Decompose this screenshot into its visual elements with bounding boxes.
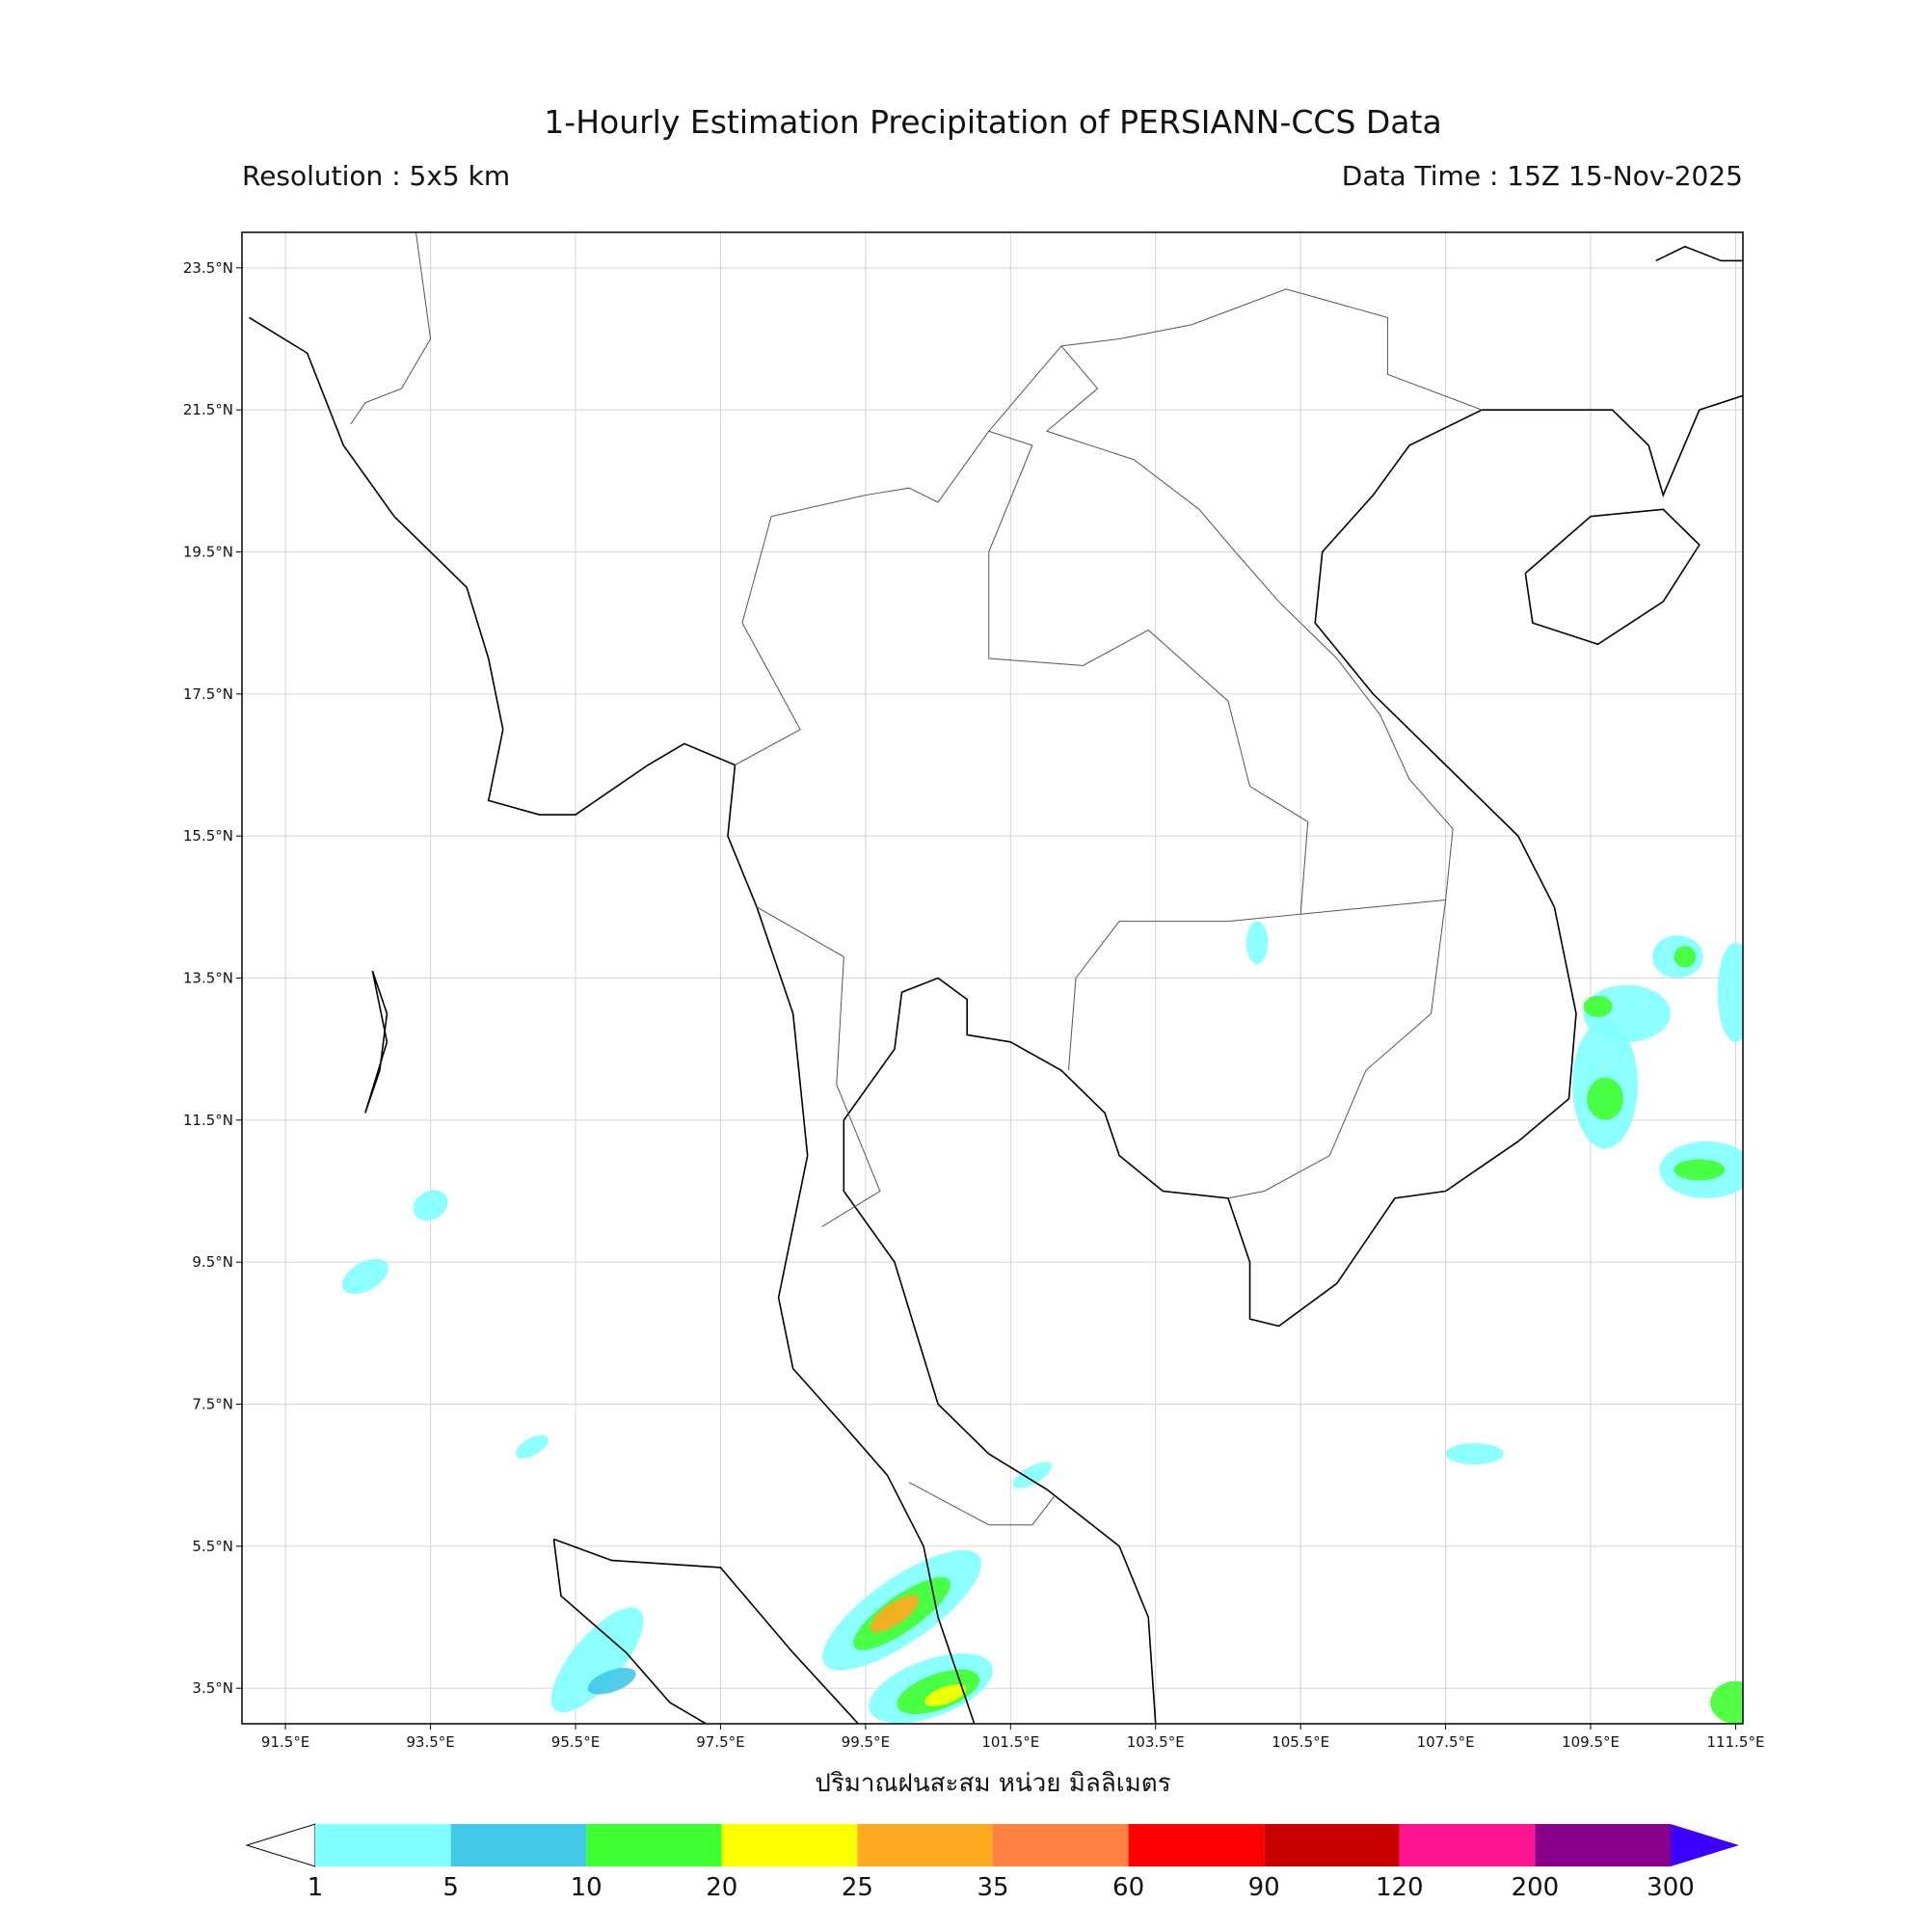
colorbar-segment bbox=[450, 1824, 587, 1866]
colorbar-label: 300 bbox=[1647, 1873, 1695, 1902]
colorbar-segment bbox=[1264, 1824, 1400, 1866]
y-tick-label: 19.5°N bbox=[183, 544, 233, 561]
colorbar-label: 10 bbox=[571, 1873, 602, 1902]
colorbar-segment bbox=[1535, 1824, 1671, 1866]
rain-area bbox=[1583, 995, 1613, 1018]
y-tick-label: 13.5°N bbox=[183, 970, 233, 987]
colorbar-segment bbox=[1399, 1824, 1536, 1866]
subtitle-right: Data Time : 15Z 15-Nov-2025 bbox=[1342, 160, 1743, 192]
colorbar-label: 20 bbox=[706, 1873, 737, 1902]
x-tick-label: 93.5°E bbox=[406, 1733, 454, 1751]
y-tick-label: 15.5°N bbox=[183, 827, 233, 845]
country-border bbox=[908, 1482, 1055, 1526]
colorbar-label: 120 bbox=[1376, 1873, 1424, 1902]
country-border bbox=[1060, 288, 1483, 411]
colorbar: 1 5 10 20 25 35 60 90 120 200 300 bbox=[245, 1823, 1739, 1902]
title: 1-Hourly Estimation Precipitation of PER… bbox=[544, 103, 1441, 141]
x-tick-label: 107.5°E bbox=[1417, 1733, 1475, 1751]
rain-area bbox=[1587, 1077, 1623, 1120]
coastline bbox=[552, 1539, 707, 1724]
y-tick-label: 23.5°N bbox=[183, 259, 233, 277]
colorbar-segment bbox=[993, 1824, 1129, 1866]
colorbar-under bbox=[245, 1823, 316, 1867]
x-tick-label: 103.5°E bbox=[1127, 1733, 1185, 1751]
subtitle-left: Resolution : 5x5 km bbox=[242, 160, 510, 192]
colorbar-label: 200 bbox=[1512, 1873, 1560, 1902]
rain-area bbox=[1674, 946, 1697, 968]
rain-area bbox=[413, 1190, 448, 1221]
coastline bbox=[553, 1538, 859, 1724]
y-tick-label: 17.5°N bbox=[183, 685, 233, 703]
rain-area bbox=[1445, 1443, 1504, 1465]
rain-area bbox=[587, 1668, 636, 1695]
country-border bbox=[988, 345, 1454, 1199]
x-tick-label: 99.5°E bbox=[842, 1733, 890, 1751]
y-tick-label: 11.5°N bbox=[183, 1112, 233, 1129]
coastline bbox=[1655, 245, 1743, 262]
y-tick-label: 5.5°N bbox=[192, 1538, 233, 1555]
colorbar-label: 60 bbox=[1112, 1873, 1144, 1902]
rain-area bbox=[1012, 1462, 1052, 1489]
colorbar-over bbox=[1671, 1824, 1739, 1866]
x-tick-label: 91.5°E bbox=[261, 1733, 309, 1751]
rain-area bbox=[515, 1435, 549, 1459]
country-border bbox=[756, 906, 881, 1227]
rain-area bbox=[341, 1258, 388, 1295]
colorbar-label: 25 bbox=[842, 1873, 873, 1902]
colorbar-segment bbox=[721, 1824, 858, 1866]
rain-area bbox=[924, 1684, 967, 1706]
colorbar-segment bbox=[586, 1824, 722, 1866]
colorbar-label: 1 bbox=[308, 1873, 324, 1902]
x-tick-label: 109.5°E bbox=[1562, 1733, 1620, 1751]
rain-area bbox=[870, 1595, 920, 1633]
coastline bbox=[1524, 508, 1700, 646]
y-tick-label: 3.5°N bbox=[192, 1679, 233, 1697]
x-tick-label: 97.5°E bbox=[696, 1733, 744, 1751]
coastline bbox=[843, 394, 1743, 1724]
map-layers bbox=[242, 232, 1743, 1724]
coastline bbox=[249, 316, 976, 1724]
y-tick-label: 21.5°N bbox=[183, 401, 233, 418]
x-tick-label: 95.5°E bbox=[551, 1733, 600, 1751]
x-tick-label: 105.5°E bbox=[1272, 1733, 1329, 1751]
coastline bbox=[364, 970, 388, 1114]
country-border bbox=[1300, 899, 1446, 915]
rain-area bbox=[1674, 1159, 1726, 1181]
y-tick-label: 9.5°N bbox=[192, 1253, 233, 1271]
country-border bbox=[735, 430, 1309, 1071]
colorbar-segment bbox=[315, 1824, 451, 1866]
x-tick-label: 111.5°E bbox=[1707, 1733, 1765, 1751]
rain-area bbox=[1710, 1680, 1743, 1724]
colorbar-segment bbox=[1128, 1824, 1265, 1866]
y-tick-label: 7.5°N bbox=[192, 1396, 233, 1413]
country-border bbox=[350, 232, 432, 425]
x-tick-label: 101.5°E bbox=[981, 1733, 1039, 1751]
colorbar-segment bbox=[857, 1824, 993, 1866]
rain-area bbox=[1717, 942, 1743, 1042]
colorbar-label: 5 bbox=[442, 1873, 459, 1902]
x-axis-label: ปริมาณฝนสะสม หน่วย มิลลิเมตร bbox=[815, 1769, 1170, 1798]
rain-area bbox=[1245, 921, 1269, 964]
colorbar-label: 90 bbox=[1248, 1873, 1280, 1902]
colorbar-label: 35 bbox=[977, 1873, 1008, 1902]
rain-area bbox=[550, 1607, 644, 1713]
map-area: 91.5°E 93.5°E 95.5°E 97.5°E 99.5°E 101.5°E 103… bbox=[183, 231, 1765, 1751]
